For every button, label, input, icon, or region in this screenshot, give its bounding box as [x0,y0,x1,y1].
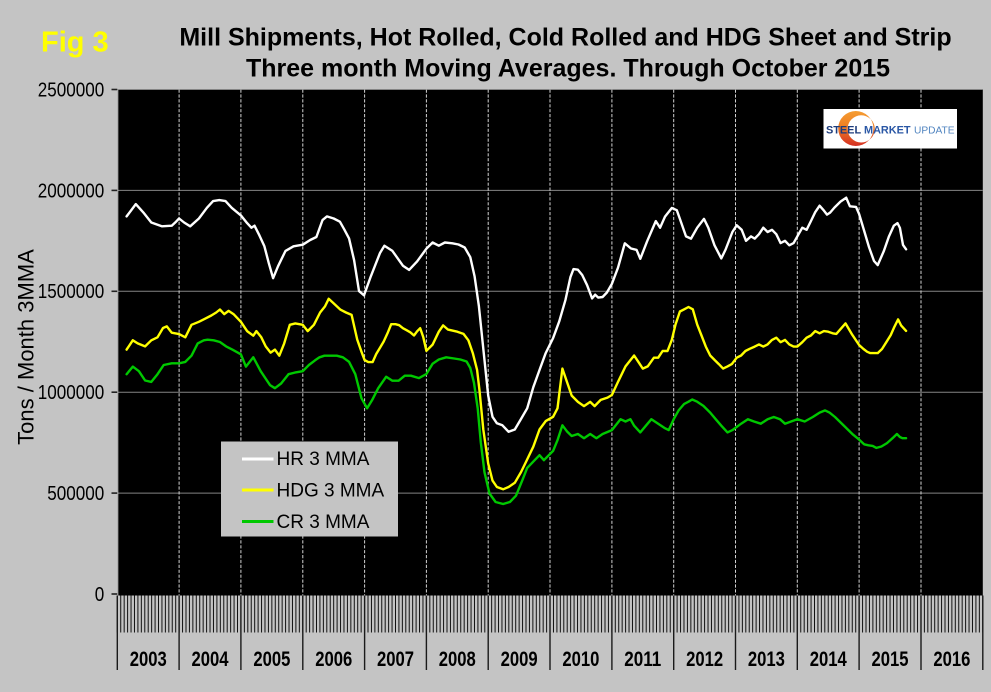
svg-text:1000000: 1000000 [38,382,105,404]
svg-text:2016: 2016 [933,648,970,671]
svg-text:UPDATE: UPDATE [914,126,955,137]
svg-text:2003: 2003 [130,648,167,671]
svg-text:0: 0 [95,584,105,606]
svg-text:CR 3 MMA: CR 3 MMA [277,512,370,533]
svg-text:MARKET: MARKET [864,125,911,137]
svg-text:2004: 2004 [192,648,229,671]
svg-text:Mill Shipments, Hot Rolled, Co: Mill Shipments, Hot Rolled, Cold Rolled … [179,24,951,52]
svg-text:2006: 2006 [315,648,352,671]
svg-text:HR 3 MMA: HR 3 MMA [277,449,370,470]
svg-text:2005: 2005 [253,648,290,671]
svg-text:2014: 2014 [810,648,847,671]
svg-text:2015: 2015 [872,648,909,671]
svg-text:2012: 2012 [686,648,723,671]
svg-text:1500000: 1500000 [38,281,105,303]
svg-text:500000: 500000 [47,483,104,505]
svg-text:2013: 2013 [748,648,785,671]
svg-text:2011: 2011 [624,648,661,671]
svg-text:HDG 3 MMA: HDG 3 MMA [277,481,385,502]
svg-text:2008: 2008 [439,648,476,671]
svg-text:Three month Moving Averages. T: Three month Moving Averages. Through Oct… [246,55,890,83]
svg-text:Tons / Month 3MMA: Tons / Month 3MMA [14,249,39,445]
svg-text:2000000: 2000000 [38,180,105,202]
svg-text:2500000: 2500000 [38,79,105,101]
svg-text:Fig 3: Fig 3 [41,27,109,59]
svg-text:2007: 2007 [377,648,414,671]
svg-text:STEEL: STEEL [826,125,861,137]
svg-text:2010: 2010 [562,648,599,671]
svg-text:2009: 2009 [501,648,538,671]
